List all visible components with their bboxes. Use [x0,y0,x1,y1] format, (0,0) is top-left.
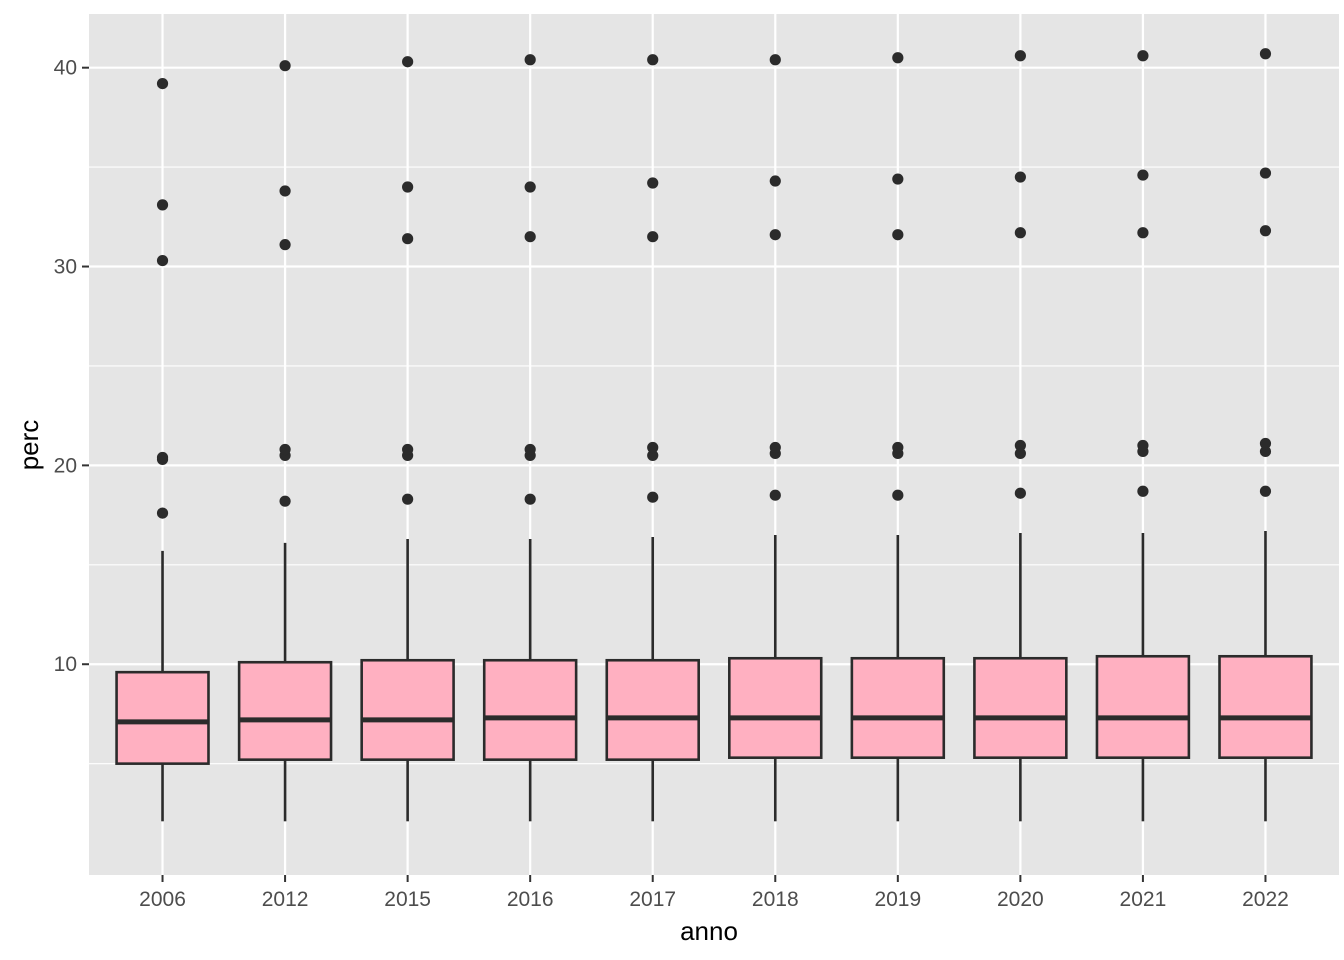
box-2021 [1095,50,1191,822]
x-tick-label: 2006 [139,888,186,911]
x-tick-label: 2017 [629,888,676,911]
x-tick-label: 2020 [997,888,1044,911]
box-2006 [115,77,210,822]
outlier-point [892,52,904,64]
box-2015 [360,56,455,822]
outlier-point [402,233,414,245]
outlier-point [279,443,291,456]
box-iqr [360,658,455,761]
box-iqr [973,656,1068,759]
x-tick-label: 2019 [874,888,921,911]
grid-minor [89,166,1339,765]
outlier-point [769,54,781,66]
box-2016 [482,54,578,822]
outlier-point [279,495,291,507]
box-2018 [728,54,823,822]
outlier-point [769,229,781,241]
outlier-point [1014,171,1026,183]
x-axis-title: anno [680,916,738,946]
outlier-point [1014,487,1026,499]
outlier-point [647,449,659,462]
outlier-point [647,54,659,66]
outlier-point [1014,447,1026,460]
box-iqr [1218,654,1313,759]
outlier-point [279,60,291,72]
outlier-point [1259,225,1272,237]
outlier-point [402,56,414,68]
outlier-point [279,239,291,251]
box-iqr [482,658,578,761]
outlier-point [1137,227,1149,239]
y-tick-label: 40 [54,57,77,80]
outlier-point [769,175,781,187]
outlier-point [1259,445,1272,458]
outlier-point [1014,439,1026,452]
outlier-point [769,441,781,454]
outlier-point [892,173,904,185]
box-2019 [850,52,946,822]
boxes [115,48,1313,822]
outlier-point [1014,227,1026,239]
box-iqr [850,656,946,759]
box-iqr [115,670,210,765]
outlier-point [769,489,781,501]
outlier-point [524,54,536,66]
outlier-point [1014,50,1026,62]
outlier-point [1137,439,1149,452]
y-tick-label: 10 [54,653,77,676]
box-2022 [1218,48,1313,822]
outlier-point [524,181,536,193]
x-tick-label: 2021 [1120,888,1167,911]
outlier-point [647,177,659,189]
outlier-point [402,443,414,456]
outlier-point [524,493,536,505]
outlier-point [156,199,169,211]
box-2012 [237,60,333,822]
outlier-point [892,229,904,241]
outlier-point [402,181,414,193]
outlier-point [647,231,659,243]
box-iqr [605,658,700,761]
outlier-point [892,489,904,501]
outlier-point [524,231,536,243]
y-tick-label: 30 [54,256,77,279]
outlier-point [1137,485,1149,497]
y-tick-label: 20 [54,454,77,477]
box-iqr [237,660,333,761]
y-axis: 10 20 30 40 [54,57,89,676]
outlier-point [1137,50,1149,62]
outlier-point [156,77,169,90]
outlier-point [1259,48,1272,60]
box-2017 [605,54,700,822]
box-iqr [728,656,823,759]
outlier-point [402,493,414,505]
outlier-point [647,441,659,454]
outlier-point [1259,437,1272,450]
x-tick-label: 2012 [262,888,309,911]
box-iqr [1095,654,1191,759]
x-tick-label: 2015 [384,888,431,911]
outlier-point [524,443,536,456]
x-tick-label: 2018 [752,888,799,911]
outlier-point [1259,485,1272,497]
x-axis: 2006 2012 2015 2016 2017 2018 2019 2020 2021 2022 [139,875,1289,911]
box-2020 [973,50,1068,822]
x-tick-label: 2016 [507,888,554,911]
x-tick-label: 2022 [1242,888,1289,911]
outlier-point [1259,167,1272,179]
outlier-point [156,254,169,267]
outlier-point [892,441,904,454]
outlier-point [156,451,169,464]
outlier-point [279,185,291,197]
outlier-point [156,507,169,519]
outlier-point [647,491,659,503]
y-axis-title: perc [14,420,44,471]
outlier-point [1137,169,1149,181]
